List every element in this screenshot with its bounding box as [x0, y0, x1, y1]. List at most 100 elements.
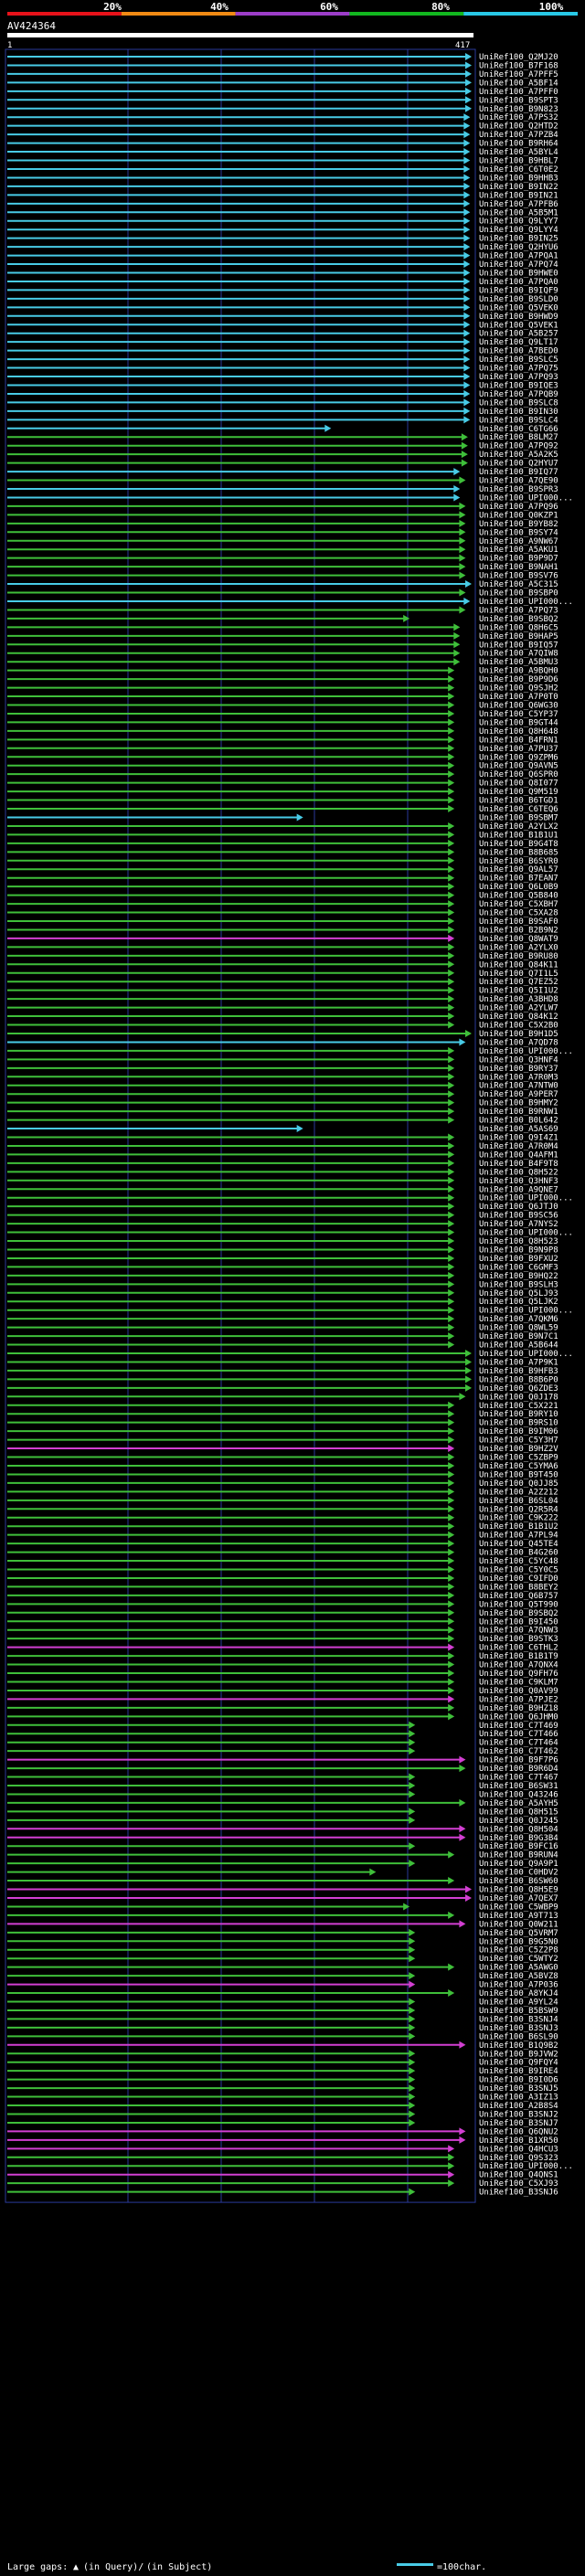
hit-label[interactable]: UniRef100_A7NTW0 [479, 1082, 558, 1091]
hit-row[interactable]: UniRef100_C6T0E2 [7, 164, 558, 175]
hit-row[interactable]: UniRef100_Q2HYU7 [7, 459, 558, 469]
hit-label[interactable]: UniRef100_Q2R5R4 [479, 1505, 558, 1514]
hit-row[interactable]: UniRef100_C7T462 [7, 1747, 558, 1756]
hit-row[interactable]: UniRef100_A5A2K5 [7, 451, 558, 460]
hit-label[interactable]: UniRef100_C7T469 [479, 1722, 558, 1731]
hit-label[interactable]: UniRef100_A7QEX7 [479, 1894, 558, 1903]
hit-row[interactable]: UniRef100_B9IQF9 [7, 286, 558, 295]
hit-label[interactable]: UniRef100_B6SL04 [479, 1497, 558, 1506]
hit-row[interactable]: UniRef100_B3SNJ7 [7, 2118, 558, 2128]
hit-row[interactable]: UniRef100_B9NAH1 [7, 563, 558, 572]
hit-row[interactable]: UniRef100_Q9FQY4 [7, 2058, 558, 2068]
hit-row[interactable]: UniRef100_B9N7C1 [7, 1332, 558, 1341]
hit-label[interactable]: UniRef100_Q6ZDE3 [479, 1384, 558, 1394]
hit-label[interactable]: UniRef100_A8YKJ4 [479, 1989, 558, 1998]
hit-label[interactable]: UniRef100_A7BED0 [479, 347, 558, 356]
hit-label[interactable]: UniRef100_UPI000... [479, 2162, 573, 2171]
hit-label[interactable]: UniRef100_Q0AV99 [479, 1687, 558, 1696]
hit-row[interactable]: UniRef100_A7P036 [7, 1980, 558, 1990]
hit-label[interactable]: UniRef100_B7F168 [479, 61, 558, 70]
hit-row[interactable]: UniRef100_C9KLM7 [7, 1678, 558, 1687]
hit-row[interactable]: UniRef100_Q9AVN5 [7, 761, 558, 771]
hit-label[interactable]: UniRef100_Q8H523 [479, 1237, 558, 1246]
hit-row[interactable]: UniRef100_C5Y0C5 [7, 1565, 558, 1575]
hit-row[interactable]: UniRef100_B6SL04 [7, 1496, 558, 1506]
hit-label[interactable]: UniRef100_A5B5M1 [479, 208, 558, 217]
hit-label[interactable]: UniRef100_Q5VEK1 [479, 321, 558, 330]
hit-row[interactable]: UniRef100_A7PQA0 [7, 277, 558, 287]
hit-row[interactable]: UniRef100_Q8H515 [7, 1807, 558, 1817]
hit-row[interactable]: UniRef100_B9SBP0 [7, 588, 558, 599]
hit-row[interactable]: UniRef100_Q9LT17 [7, 338, 558, 347]
hit-label[interactable]: UniRef100_B1XR50 [479, 2136, 558, 2146]
hit-label[interactable]: UniRef100_A9NW67 [479, 537, 558, 546]
hit-label[interactable]: UniRef100_B9IQ77 [479, 468, 558, 477]
hit-label[interactable]: UniRef100_A7P036 [479, 1981, 558, 1990]
hit-row[interactable]: UniRef100_B4FRN1 [7, 736, 558, 745]
hit-row[interactable]: UniRef100_C6THL2 [7, 1643, 558, 1653]
hit-row[interactable]: UniRef100_B1B1U2 [7, 1522, 558, 1532]
hit-label[interactable]: UniRef100_Q9LYY7 [479, 217, 558, 227]
hit-row[interactable]: UniRef100_B1Q9B2 [7, 2041, 558, 2051]
hit-label[interactable]: UniRef100_A5AYH5 [479, 1799, 558, 1808]
hit-row[interactable]: UniRef100_Q43246 [7, 1790, 558, 1799]
hit-label[interactable]: UniRef100_B9HZ18 [479, 1704, 558, 1713]
hit-row[interactable]: UniRef100_A7QNW3 [7, 1626, 558, 1636]
hit-label[interactable]: UniRef100_A7PQ74 [479, 260, 558, 270]
hit-row[interactable]: UniRef100_Q9FH76 [7, 1670, 558, 1679]
hit-label[interactable]: UniRef100_A5BMU3 [479, 658, 558, 667]
hit-label[interactable]: UniRef100_Q9I4Z1 [479, 1134, 558, 1143]
hit-row[interactable]: UniRef100_A7QNX4 [7, 1660, 558, 1670]
hit-row[interactable]: UniRef100_Q7EZ52 [7, 978, 558, 987]
hit-label[interactable]: UniRef100_Q8H504 [479, 1825, 558, 1834]
hit-label[interactable]: UniRef100_Q5VEK0 [479, 303, 558, 313]
hit-label[interactable]: UniRef100_Q8H6C5 [479, 623, 558, 632]
hit-label[interactable]: UniRef100_Q0JJ85 [479, 1479, 558, 1489]
hit-row[interactable]: UniRef100_B9SBQ2 [7, 614, 558, 624]
hit-label[interactable]: UniRef100_C7T464 [479, 1739, 558, 1748]
hit-row[interactable]: UniRef100_C6TEQ6 [7, 805, 558, 814]
hit-label[interactable]: UniRef100_Q9AL57 [479, 865, 558, 875]
hit-row[interactable]: UniRef100_B9RY37 [7, 1064, 558, 1074]
hit-row[interactable]: UniRef100_C9K222 [7, 1513, 558, 1523]
hit-label[interactable]: UniRef100_C6THL2 [479, 1644, 558, 1653]
hit-label[interactable]: UniRef100_B8BEY2 [479, 1583, 558, 1592]
hit-row[interactable]: UniRef100_B9I0D6 [7, 2075, 558, 2085]
hit-row[interactable]: UniRef100_B9G5N0 [7, 1937, 558, 1946]
hit-row[interactable]: UniRef100_B9SPR3 [7, 485, 558, 494]
hit-label[interactable]: UniRef100_C7T462 [479, 1747, 558, 1756]
hit-row[interactable]: UniRef100_Q0J178 [7, 1393, 558, 1402]
hit-label[interactable]: UniRef100_Q9ZPM6 [479, 753, 558, 762]
hit-label[interactable]: UniRef100_Q6WG30 [479, 702, 558, 711]
hit-row[interactable]: UniRef100_C5YC48 [7, 1557, 558, 1566]
hit-row[interactable]: UniRef100_Q8H5E9 [7, 1885, 558, 1895]
hit-label[interactable]: UniRef100_B9RU80 [479, 952, 558, 961]
hit-row[interactable]: UniRef100_Q84K12 [7, 1012, 558, 1022]
hit-label[interactable]: UniRef100_B1B1U2 [479, 1522, 558, 1532]
hit-row[interactable]: UniRef100_A7PQ92 [7, 441, 558, 451]
hit-label[interactable]: UniRef100_Q5VRM7 [479, 1929, 558, 1938]
hit-label[interactable]: UniRef100_B8B6P0 [479, 1375, 558, 1384]
hit-label[interactable]: UniRef100_Q2HYU6 [479, 243, 558, 252]
hit-label[interactable]: UniRef100_B2B9N2 [479, 926, 558, 935]
hit-label[interactable]: UniRef100_Q5T990 [479, 1600, 558, 1609]
hit-row[interactable]: UniRef100_C5XJ93 [7, 2179, 558, 2189]
hit-row[interactable]: UniRef100_Q4QNS1 [7, 2170, 558, 2180]
hit-label[interactable]: UniRef100_UPI000... [479, 1229, 573, 1238]
hit-label[interactable]: UniRef100_A5AS69 [479, 1125, 558, 1134]
hit-row[interactable]: UniRef100_UPI000... [7, 1350, 573, 1359]
hit-row[interactable]: UniRef100_Q9M519 [7, 788, 558, 797]
hit-row[interactable]: UniRef100_B6SL90 [7, 2032, 558, 2041]
hit-label[interactable]: UniRef100_Q9M519 [479, 788, 558, 797]
hit-label[interactable]: UniRef100_A3IZ13 [479, 2094, 558, 2103]
hit-label[interactable]: UniRef100_Q0KZP1 [479, 511, 558, 520]
hit-row[interactable]: UniRef100_B6SW60 [7, 1877, 558, 1886]
hit-label[interactable]: UniRef100_B9HBL7 [479, 157, 558, 166]
hit-row[interactable]: UniRef100_A7PL94 [7, 1531, 558, 1541]
hit-row[interactable]: UniRef100_B9SLC4 [7, 416, 558, 425]
hit-row[interactable]: UniRef100_A7QD78 [7, 1038, 558, 1047]
hit-label[interactable]: UniRef100_Q2HYU7 [479, 460, 558, 469]
hit-row[interactable]: UniRef100_Q9LYY4 [7, 226, 558, 235]
hit-label[interactable]: UniRef100_UPI000... [479, 598, 573, 607]
hit-row[interactable]: UniRef100_C5YMA6 [7, 1461, 558, 1471]
